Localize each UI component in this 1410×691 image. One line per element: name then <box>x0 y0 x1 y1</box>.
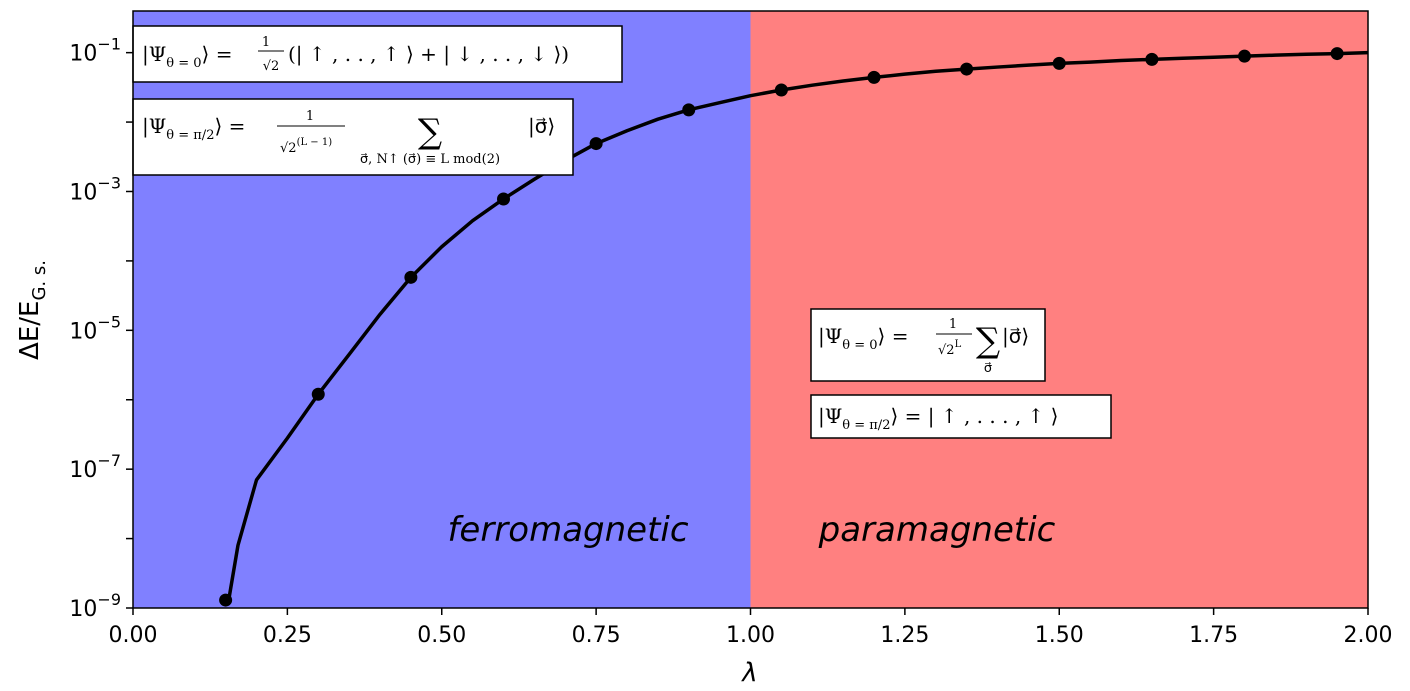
data-point <box>219 593 233 607</box>
psi-subscript: θ = 0 <box>166 56 201 71</box>
x-tick-label: 1.25 <box>880 623 929 648</box>
psi-subscript: θ = π/2 <box>842 418 890 433</box>
data-point <box>1052 56 1066 70</box>
summation-subscript: σ⃗, N↑ (σ⃗) ≡ L mod(2) <box>360 152 500 167</box>
state-expression: (| ↑ , . . , ↑ ⟩ + | ↓ , . . , ↓ ⟩) <box>288 42 569 67</box>
state-expression: = | ↑ , . . . , ↑ ⟩ <box>905 404 1059 429</box>
y-tick-label: 10−9 <box>69 590 121 622</box>
y-axis-ticks: 10−9 10−7 10−5 10−3 10−1 <box>69 35 133 622</box>
psi-subscript: θ = π/2 <box>166 128 214 143</box>
frac-denominator-exponent: L <box>955 339 962 350</box>
phase-label-ferromagnetic: ferromagnetic <box>447 510 688 550</box>
x-tick-label: 0.00 <box>109 623 158 648</box>
y-tick-label: 10−5 <box>69 312 121 344</box>
data-points-layer <box>219 47 1344 607</box>
x-tick-label: 1.75 <box>1189 623 1238 648</box>
y-tick-label: 10−7 <box>69 451 121 483</box>
summation-subscript: σ⃗ <box>984 361 992 376</box>
y-tick-label: 10−3 <box>69 173 121 205</box>
x-tick-label: 0.50 <box>417 623 466 648</box>
frac-numerator: 1 <box>949 317 957 332</box>
svg-text:|Ψθ = 0⟩ =: |Ψθ = 0⟩ = <box>142 42 232 71</box>
svg-text:|Ψθ = 0⟩ =: |Ψθ = 0⟩ = <box>818 324 908 353</box>
phase-labels: ferromagnetic paramagnetic <box>447 510 1055 550</box>
x-tick-label: 2.00 <box>1344 623 1393 648</box>
data-point <box>867 70 881 84</box>
annotation-ferro-theta-pi2: |Ψθ = π/2⟩ = 1 √2(L − 1) ∑ σ⃗, N↑ (σ⃗) ≡… <box>132 98 574 176</box>
psi-lhs: |Ψ <box>818 324 842 349</box>
x-tick-label: 0.75 <box>572 623 621 648</box>
frac-numerator: 1 <box>262 35 270 50</box>
frac-denominator: √2 <box>938 343 955 358</box>
data-point <box>1330 47 1344 61</box>
frac-numerator: 1 <box>306 109 314 124</box>
psi-lhs: |Ψ <box>142 42 166 67</box>
y-axis-label: ΔE/EG. s. <box>15 260 50 360</box>
data-point <box>404 270 418 284</box>
state-expression: |σ⃗⟩ <box>1002 324 1029 349</box>
x-tick-label: 1.00 <box>726 623 775 648</box>
svg-text:|Ψθ = π/2⟩ =: |Ψθ = π/2⟩ = <box>142 114 245 143</box>
svg-text:|Ψθ = π/2⟩ = | ↑ , . . . , ↑ ⟩: |Ψθ = π/2⟩ = | ↑ , . . . , ↑ ⟩ <box>818 404 1058 433</box>
summation-symbol: ∑ <box>418 112 442 152</box>
data-point <box>960 62 974 76</box>
frac-denominator: √2 <box>280 141 297 156</box>
frac-denominator: √2 <box>263 59 280 74</box>
phase-label-paramagnetic: paramagnetic <box>818 510 1056 550</box>
frac-denominator-exponent: (L − 1) <box>297 137 333 148</box>
annotation-box <box>132 98 574 176</box>
data-point <box>1238 49 1251 63</box>
annotation-ferro-theta0: |Ψθ = 0⟩ = 1 √2 (| ↑ , . . , ↑ ⟩ + | ↓ ,… <box>132 25 623 83</box>
y-axis-label-main: ΔE/E <box>15 301 45 360</box>
svg-text:√2L: √2L <box>938 339 962 358</box>
x-axis-label: λ <box>740 658 757 688</box>
data-point <box>497 192 510 206</box>
psi-lhs: |Ψ <box>142 114 166 139</box>
data-point <box>774 83 788 97</box>
y-axis-label-subscript: G. s. <box>29 260 50 301</box>
y-tick-label: 10−1 <box>69 35 121 67</box>
summation-symbol: ∑ <box>976 321 1000 361</box>
annotation-para-theta0: |Ψθ = 0⟩ = 1 √2L ∑ σ⃗ |σ⃗⟩ <box>810 308 1046 382</box>
annotation-box <box>810 308 1046 382</box>
x-tick-label: 0.25 <box>263 623 312 648</box>
data-point <box>589 137 603 151</box>
x-axis-ticks: 0.00 0.25 0.50 0.75 1.00 1.25 1.50 1.75 2.00 <box>109 608 1393 648</box>
annotation-box <box>810 394 1112 439</box>
x-tick-label: 1.50 <box>1035 623 1084 648</box>
data-point <box>311 387 325 401</box>
psi-lhs: |Ψ <box>818 404 842 429</box>
svg-text:√2(L − 1): √2(L − 1) <box>280 137 332 156</box>
state-expression: |σ⃗⟩ <box>528 114 555 139</box>
psi-subscript: θ = 0 <box>842 338 877 353</box>
annotation-para-theta-pi2: |Ψθ = π/2⟩ = | ↑ , . . . , ↑ ⟩ <box>810 394 1112 439</box>
data-point <box>1145 52 1159 66</box>
data-point <box>682 103 696 117</box>
